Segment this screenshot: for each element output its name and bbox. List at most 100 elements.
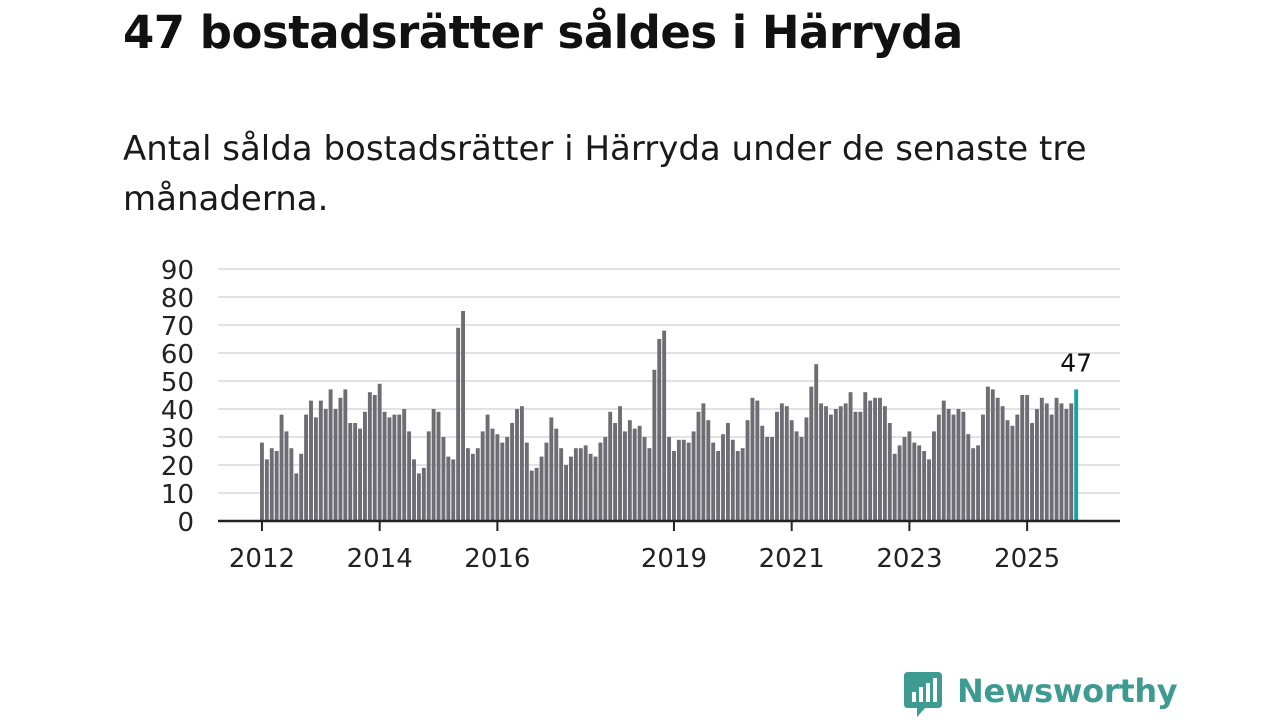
bar bbox=[505, 437, 510, 521]
bar bbox=[662, 330, 667, 521]
bar bbox=[1005, 420, 1010, 521]
bar bbox=[627, 420, 632, 521]
bar bbox=[779, 403, 784, 521]
x-tick-label: 2014 bbox=[347, 544, 413, 574]
bar bbox=[956, 409, 961, 521]
bar bbox=[299, 453, 304, 521]
y-tick-label: 90 bbox=[161, 256, 194, 286]
bar bbox=[657, 339, 662, 521]
bar bbox=[730, 439, 735, 521]
bar bbox=[1059, 403, 1064, 521]
bar bbox=[1064, 409, 1069, 521]
bar bbox=[461, 311, 466, 521]
bar-highlight bbox=[1074, 389, 1079, 521]
bar bbox=[407, 431, 412, 521]
bar bbox=[804, 417, 809, 521]
bar bbox=[397, 414, 402, 521]
bar bbox=[313, 417, 318, 521]
bar bbox=[559, 448, 564, 521]
y-tick-label: 60 bbox=[161, 340, 194, 370]
bar bbox=[554, 428, 559, 521]
x-axis-ticks: 2012 2014 2016 2019 2021 2023 2025 bbox=[229, 521, 1060, 574]
bar bbox=[436, 411, 441, 521]
bar bbox=[863, 392, 868, 521]
bar bbox=[618, 406, 622, 521]
bar bbox=[451, 459, 456, 521]
bar bbox=[1034, 409, 1039, 521]
bar bbox=[529, 470, 534, 521]
bar bbox=[652, 369, 657, 521]
bar bbox=[260, 442, 264, 521]
bar bbox=[578, 448, 583, 521]
bar bbox=[794, 431, 799, 521]
bar bbox=[868, 400, 873, 521]
bar bbox=[770, 437, 775, 521]
bar bbox=[789, 420, 794, 521]
bar bbox=[289, 448, 294, 521]
bar bbox=[819, 403, 824, 521]
bar bbox=[564, 465, 569, 521]
bar bbox=[284, 431, 289, 521]
bar bbox=[936, 414, 941, 521]
bar bbox=[426, 431, 431, 521]
x-tick-label: 2019 bbox=[641, 544, 707, 574]
bar bbox=[941, 400, 946, 521]
bar bbox=[358, 428, 362, 521]
bar bbox=[583, 445, 588, 521]
bar bbox=[323, 409, 328, 521]
bar bbox=[264, 459, 269, 521]
bar bbox=[387, 417, 392, 521]
bar bbox=[510, 423, 515, 521]
bar bbox=[470, 453, 475, 521]
bar bbox=[667, 437, 672, 521]
bar bbox=[927, 459, 931, 521]
bar bbox=[466, 448, 470, 521]
bar bbox=[809, 386, 814, 521]
bar bbox=[377, 383, 382, 521]
bar bbox=[515, 409, 519, 521]
bar bbox=[613, 423, 618, 521]
bar bbox=[892, 453, 897, 521]
bar bbox=[681, 439, 686, 521]
bar bbox=[917, 445, 922, 521]
bar bbox=[833, 409, 838, 521]
bar bbox=[995, 397, 1000, 521]
bar bbox=[1030, 423, 1034, 521]
bar bbox=[701, 403, 706, 521]
y-tick-label: 10 bbox=[161, 480, 194, 510]
bar bbox=[976, 445, 981, 521]
bar bbox=[539, 456, 544, 521]
bar bbox=[755, 400, 760, 521]
newsworthy-logo: Newsworthy bbox=[903, 670, 1178, 720]
y-tick-label: 30 bbox=[161, 424, 194, 454]
bar bbox=[642, 437, 647, 521]
bar bbox=[490, 428, 495, 521]
bar bbox=[269, 448, 274, 521]
bar bbox=[534, 467, 539, 521]
bar bbox=[931, 431, 936, 521]
x-tick-label: 2016 bbox=[464, 544, 530, 574]
bar bbox=[421, 467, 426, 521]
brand-name: Newsworthy bbox=[957, 672, 1178, 710]
bar bbox=[274, 451, 279, 521]
bar bbox=[740, 448, 745, 521]
bar bbox=[573, 448, 578, 521]
bar bbox=[1044, 403, 1049, 521]
bar bbox=[333, 409, 338, 521]
bar bbox=[1049, 414, 1054, 521]
bar bbox=[412, 459, 416, 521]
y-tick-label: 40 bbox=[161, 396, 194, 426]
bar bbox=[1010, 425, 1015, 521]
bar bbox=[735, 451, 740, 521]
bar bbox=[402, 409, 407, 521]
bar bbox=[549, 417, 554, 521]
bar bbox=[441, 437, 446, 521]
bar bbox=[706, 420, 711, 521]
bar bbox=[343, 389, 348, 521]
bar bbox=[981, 414, 985, 521]
bar bbox=[691, 431, 696, 521]
bar bbox=[524, 442, 529, 521]
bar bbox=[603, 437, 608, 521]
